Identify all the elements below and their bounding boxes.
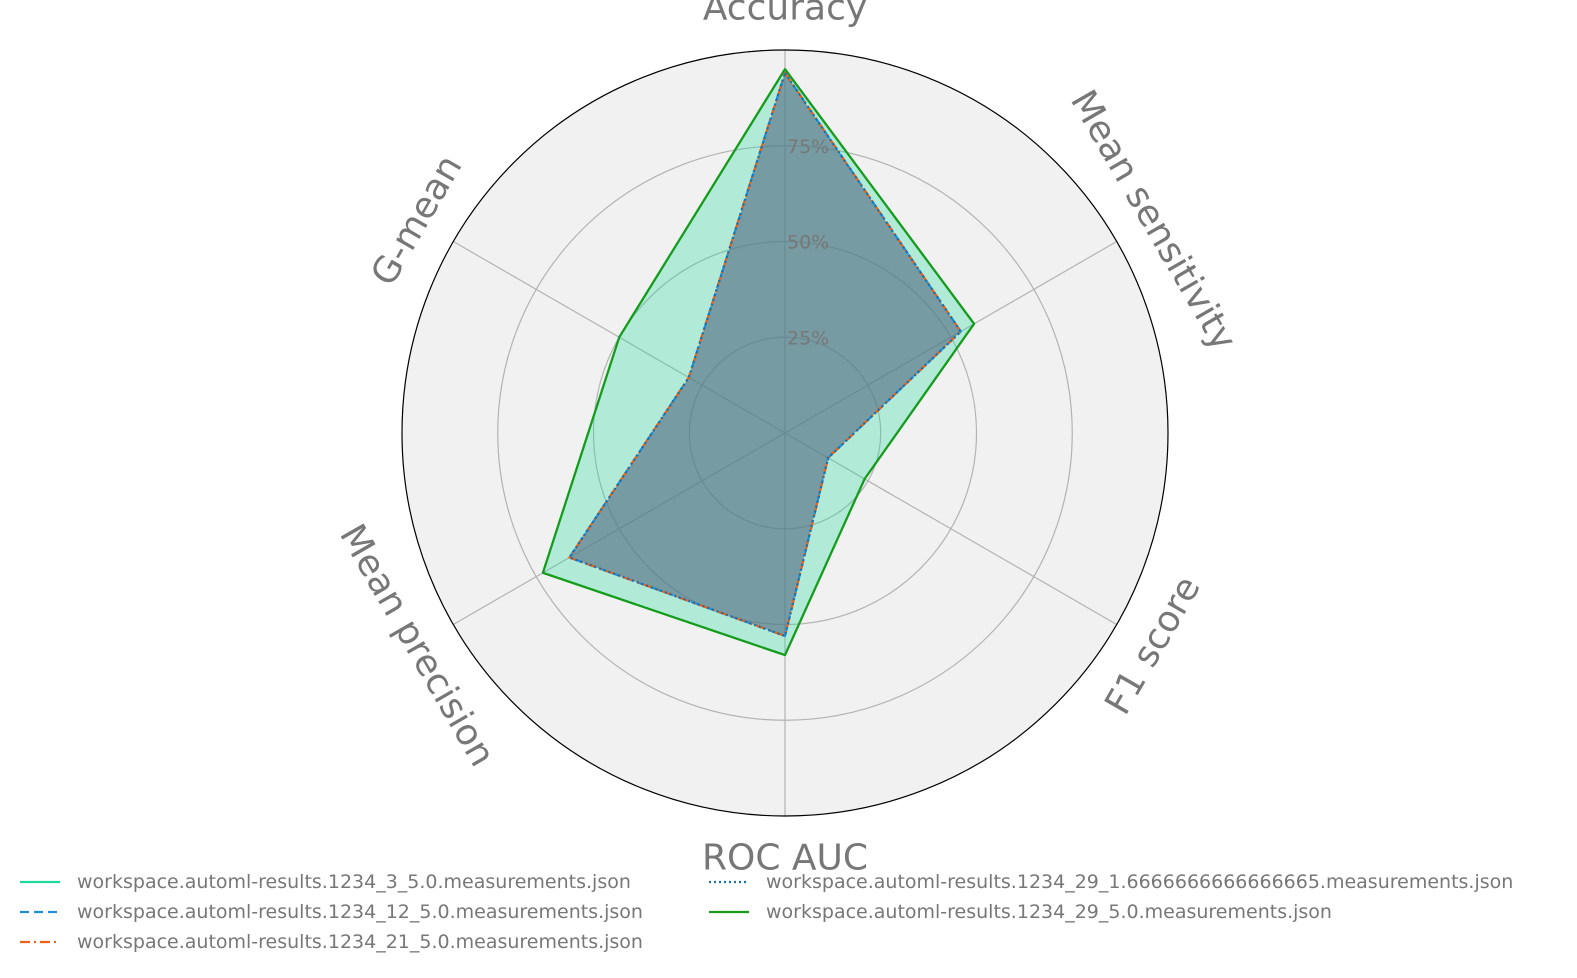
r-tick-label: 50%: [787, 232, 829, 254]
series-area: [569, 73, 961, 636]
axis-label-accuracy: Accuracy: [703, 0, 867, 29]
legend-item: workspace.automl-results.1234_3_5.0.meas…: [20, 871, 631, 893]
legend: workspace.automl-results.1234_3_5.0.meas…: [20, 871, 1513, 953]
legend-item: workspace.automl-results.1234_12_5.0.mea…: [20, 901, 643, 923]
series-area: [569, 73, 961, 636]
r-tick-label: 75%: [787, 136, 829, 158]
series-line: [541, 68, 976, 657]
grid-spoke: [453, 432, 786, 626]
legend-label: workspace.automl-results.1234_29_1.66666…: [766, 871, 1513, 893]
axis-label-roc-auc: ROC AUC: [702, 838, 868, 879]
outer-ring: [401, 49, 1169, 817]
legend-item: workspace.automl-results.1234_29_1.66666…: [709, 871, 1513, 893]
legend-item: workspace.automl-results.1234_29_5.0.mea…: [709, 901, 1332, 923]
r-tick-label: 25%: [787, 327, 829, 349]
series-area: [542, 69, 975, 656]
radial-ticks: 25% 50% 75%: [787, 136, 829, 350]
series-line: [568, 71, 962, 638]
legend-item: workspace.automl-results.1234_21_5.0.mea…: [20, 931, 643, 953]
grid-spoke: [784, 240, 1117, 434]
legend-label: workspace.automl-results.1234_3_5.0.meas…: [77, 871, 631, 893]
legend-label: workspace.automl-results.1234_29_5.0.mea…: [766, 901, 1332, 923]
grid-spoke: [784, 432, 1117, 626]
series-area: [569, 73, 961, 636]
series-layer: [541, 68, 976, 657]
legend-label: workspace.automl-results.1234_21_5.0.mea…: [77, 931, 643, 953]
legend-label: workspace.automl-results.1234_12_5.0.mea…: [77, 901, 643, 923]
